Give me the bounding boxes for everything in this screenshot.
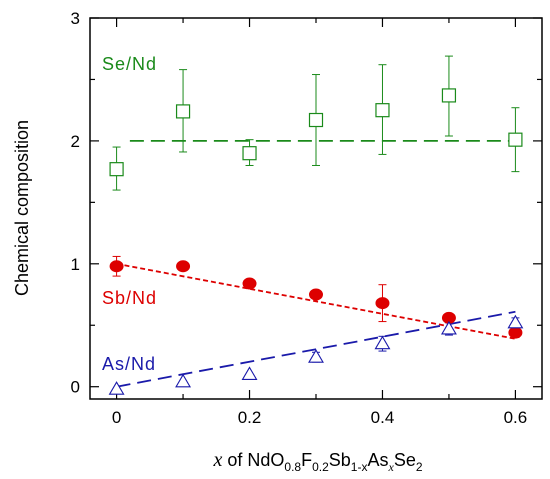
x-axis-title: x of NdO0.8F0.2Sb1-xAsxSe2 [212, 449, 422, 474]
y-axis-title: Chemical composition [12, 120, 32, 296]
point-as-nd [308, 349, 324, 363]
point-se-nd [308, 112, 324, 128]
point-as-nd [507, 314, 524, 329]
point-as-nd [108, 381, 125, 395]
series-label-se-nd: Se/Nd [102, 54, 157, 74]
point-sb-nd [309, 288, 323, 301]
point-sb-nd [375, 297, 390, 310]
y-tick-labels: 0 1 2 3 [71, 9, 80, 397]
x-tick-label: 0.4 [371, 408, 395, 427]
point-as-nd [374, 335, 391, 350]
series-label-sb-nd: Sb/Nd [102, 288, 157, 308]
x-tick-labels: 0 0.2 0.4 0.6 [112, 408, 527, 427]
point-sb-nd [176, 260, 191, 273]
point-se-nd [375, 103, 390, 118]
point-as-nd [175, 373, 192, 388]
point-se-nd [175, 104, 191, 119]
point-se-nd [109, 162, 124, 177]
x-tick-label: 0.2 [238, 408, 262, 427]
point-sb-nd [242, 277, 257, 290]
axis-ticks [90, 17, 542, 399]
fit-line-sb-nd [116, 262, 516, 340]
x-tick-label: 0 [112, 408, 121, 427]
point-as-nd [241, 366, 258, 380]
error-bars [112, 55, 520, 363]
data-markers [108, 88, 524, 395]
point-as-nd [440, 320, 457, 335]
y-tick-label: 0 [71, 378, 80, 397]
y-tick-label: 2 [71, 132, 80, 151]
point-sb-nd [109, 260, 124, 273]
point-se-nd [441, 88, 457, 103]
series-label-as-nd: As/Nd [102, 354, 156, 374]
y-tick-label: 1 [71, 255, 80, 274]
point-sb-nd [508, 326, 523, 339]
y-tick-label: 3 [71, 9, 80, 28]
point-se-nd [242, 146, 257, 161]
x-tick-label: 0.6 [504, 408, 528, 427]
point-se-nd [508, 132, 523, 147]
